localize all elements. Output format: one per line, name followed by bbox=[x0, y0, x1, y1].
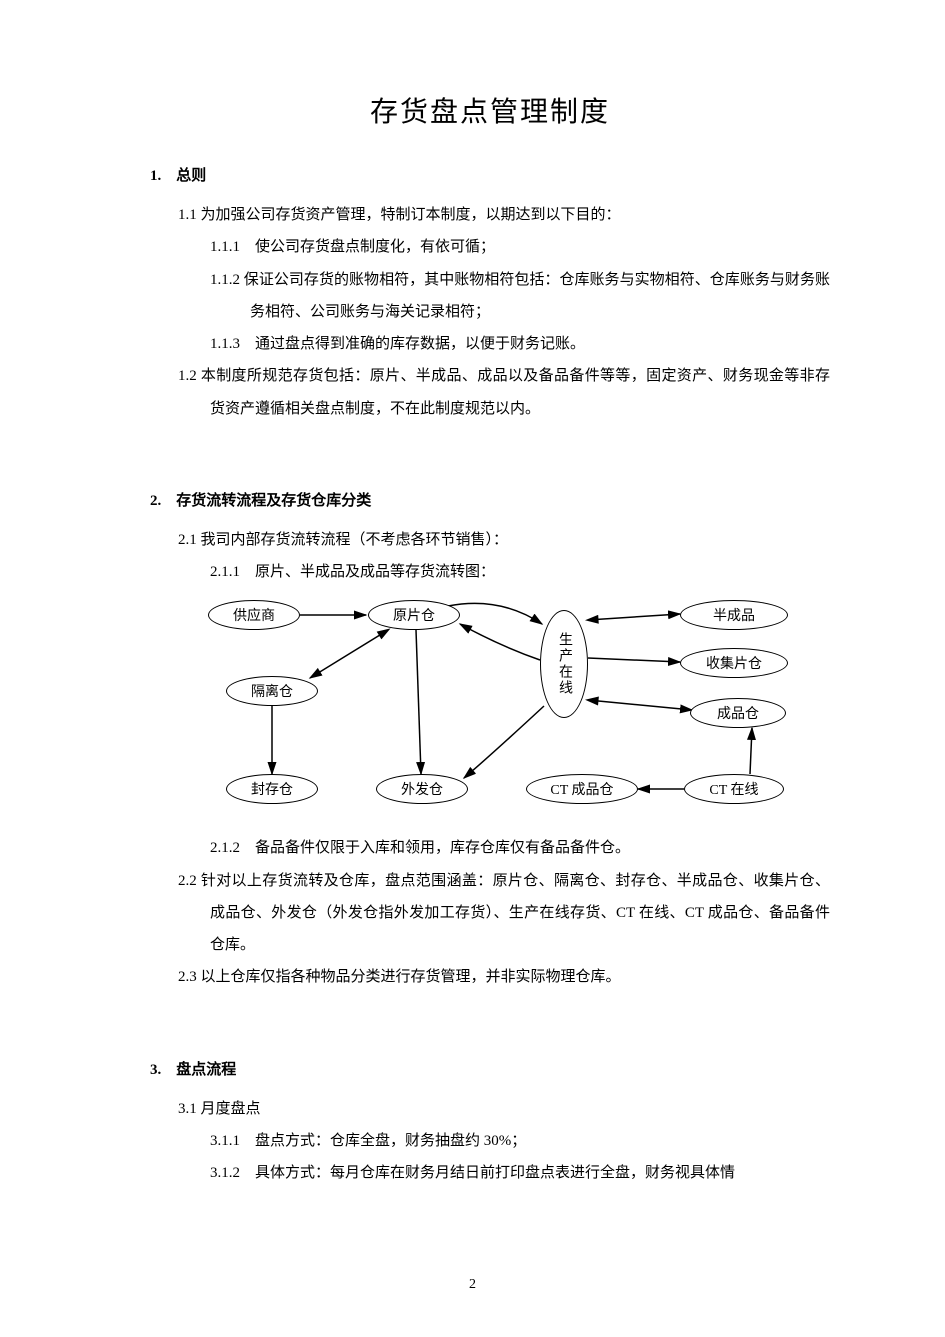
section-3-heading: 3. 盘点流程 bbox=[150, 1058, 830, 1079]
flow-node-raw: 原片仓 bbox=[368, 600, 460, 630]
section-gap bbox=[150, 425, 830, 459]
flow-node-ctline: CT 在线 bbox=[684, 774, 784, 804]
flowchart: 供应商 原片仓 生产在线 半成品收集片仓成品仓 隔离仓封存仓 外发仓 CT 成品仓 CT 在线 bbox=[190, 596, 830, 826]
flow-node-sealed: 封存仓 bbox=[226, 774, 318, 804]
document-page: 存货盘点管理制度 1. 总则 1.1 为加强公司存货资产管理，特制订本制度，以期… bbox=[0, 0, 945, 1337]
paragraph-1-1-3: 1.1.3 通过盘点得到准确的库存数据，以便于财务记账。 bbox=[150, 328, 830, 360]
flow-edge-7 bbox=[464, 706, 544, 778]
paragraph-2-1-2: 2.1.2 备品备件仅限于入库和领用，库存仓库仅有备品备件仓。 bbox=[150, 832, 830, 864]
paragraph-2-1: 2.1 我司内部存货流转流程（不考虑各环节销售）： bbox=[150, 524, 830, 556]
flow-edge-4 bbox=[588, 614, 680, 620]
paragraph-3-1-1: 3.1.1 盘点方式：仓库全盘，财务抽盘约 30%； bbox=[150, 1125, 830, 1157]
flow-edge-2 bbox=[310, 630, 388, 678]
section-2-heading: 2. 存货流转流程及存货仓库分类 bbox=[150, 489, 830, 510]
flow-node-collect: 收集片仓 bbox=[680, 648, 788, 678]
flow-node-ctfin: CT 成品仓 bbox=[526, 774, 638, 804]
document-title: 存货盘点管理制度 bbox=[150, 90, 830, 130]
paragraph-1-2: 1.2 本制度所规范存货包括：原片、半成品、成品以及备品备件等等，固定资产、财务… bbox=[150, 360, 830, 425]
paragraph-1-1-2: 1.1.2 保证公司存货的账物相符，其中账物相符包括：仓库账务与实物相符、仓库账… bbox=[150, 264, 830, 329]
flow-node-finished: 成品仓 bbox=[690, 698, 786, 728]
paragraph-2-3: 2.3 以上仓库仅指各种物品分类进行存货管理，并非实际物理仓库。 bbox=[150, 961, 830, 993]
flow-edge-1 bbox=[448, 604, 542, 625]
flow-node-prod: 生产在线 bbox=[540, 610, 588, 718]
paragraph-3-1: 3.1 月度盘点 bbox=[150, 1093, 830, 1125]
paragraph-1-1: 1.1 为加强公司存货资产管理，特制订本制度，以期达到以下目的： bbox=[150, 199, 830, 231]
flow-edge-6 bbox=[588, 700, 692, 710]
paragraph-2-1-1: 2.1.1 原片、半成品及成品等存货流转图： bbox=[150, 556, 830, 588]
section-1-heading: 1. 总则 bbox=[150, 164, 830, 185]
flow-node-semi: 半成品 bbox=[680, 600, 788, 630]
flow-node-supplier: 供应商 bbox=[208, 600, 300, 630]
flow-edge-11 bbox=[750, 728, 752, 774]
paragraph-2-2: 2.2 针对以上存货流转及仓库，盘点范围涵盖：原片仓、隔离仓、封存仓、半成品仓、… bbox=[150, 865, 830, 962]
flow-edge-8 bbox=[460, 624, 540, 660]
paragraph-1-1-1: 1.1.1 使公司存货盘点制度化，有依可循； bbox=[150, 231, 830, 263]
flow-node-outsrc: 外发仓 bbox=[376, 774, 468, 804]
section-gap-2 bbox=[150, 994, 830, 1028]
page-number: 2 bbox=[0, 1277, 945, 1293]
paragraph-3-1-2: 3.1.2 具体方式：每月仓库在财务月结日前打印盘点表进行全盘，财务视具体情 bbox=[150, 1157, 830, 1189]
flow-edge-5 bbox=[588, 658, 680, 662]
content-column: 存货盘点管理制度 1. 总则 1.1 为加强公司存货资产管理，特制订本制度，以期… bbox=[150, 90, 830, 1189]
flow-node-quarantine: 隔离仓 bbox=[226, 676, 318, 706]
flow-edge-3 bbox=[416, 630, 421, 774]
